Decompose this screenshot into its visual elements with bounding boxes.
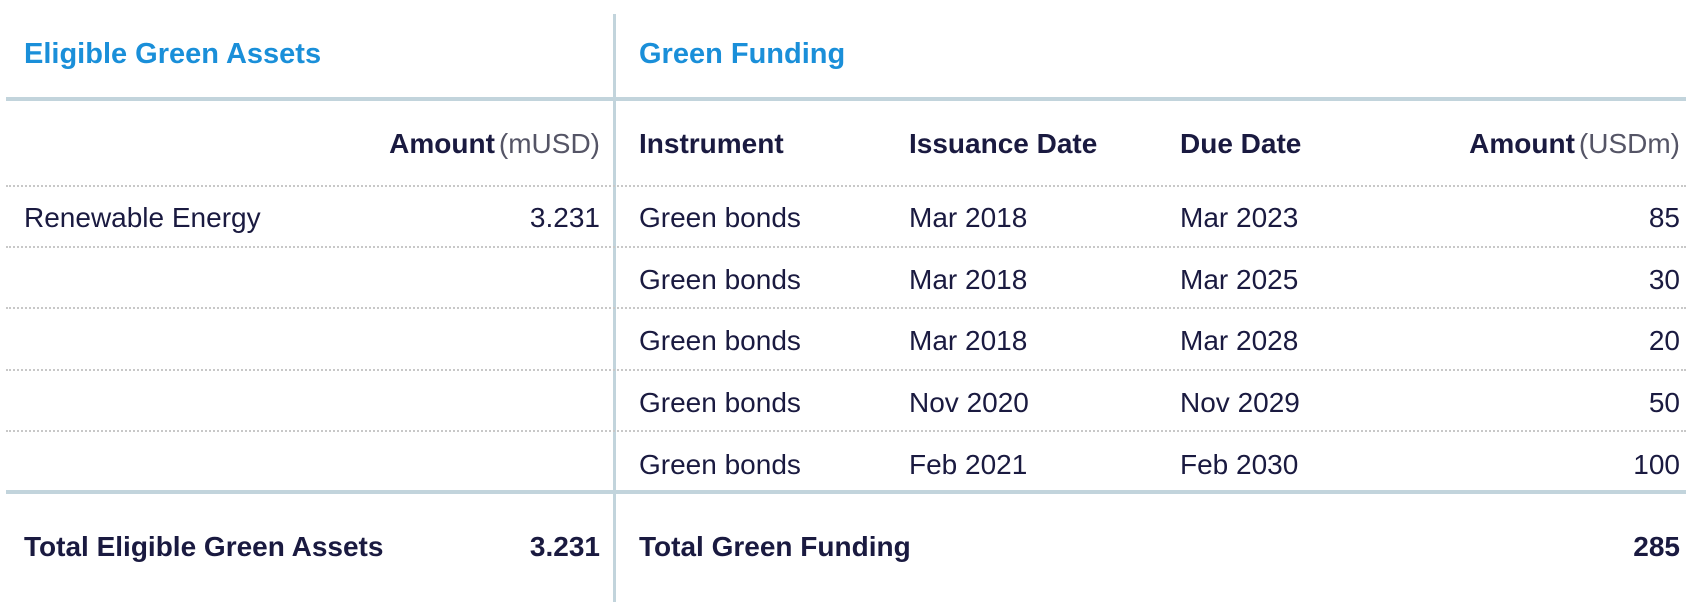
- instrument-header: Instrument: [639, 128, 784, 159]
- row-divider: [6, 430, 1686, 432]
- funding-issuance-date: Feb 2021: [909, 449, 1028, 480]
- row-divider: [6, 185, 1686, 187]
- row-divider: [6, 369, 1686, 371]
- funding-amount: 30: [1648, 264, 1680, 295]
- funding-issuance-date: Mar 2018: [909, 264, 1028, 295]
- asset-amount: 3.231: [529, 202, 600, 233]
- funding-amount: 85: [1648, 202, 1680, 233]
- funding-instrument: Green bonds: [639, 202, 801, 233]
- funding-amount: 100: [1633, 449, 1680, 480]
- funding-due-date: Mar 2028: [1180, 325, 1299, 356]
- issuance-date-header: Issuance Date: [909, 128, 1098, 159]
- due-date-header: Due Date: [1180, 128, 1302, 159]
- funding-due-date: Nov 2029: [1180, 387, 1300, 418]
- total-rule: [6, 490, 1686, 494]
- funding-due-date: Feb 2030: [1180, 449, 1299, 480]
- row-divider: [6, 307, 1686, 309]
- total-eligible-assets-label: Total Eligible Green Assets: [24, 531, 384, 562]
- left-amount-unit: (mUSD): [498, 128, 600, 159]
- right-amount-unit: (USDm): [1578, 128, 1680, 159]
- left-amount-label: Amount: [389, 128, 495, 159]
- total-green-funding-amount: 285: [1633, 531, 1680, 562]
- funding-issuance-date: Mar 2018: [909, 202, 1028, 233]
- right-amount-header: Amount (USDm): [1380, 127, 1680, 161]
- funding-instrument: Green bonds: [639, 325, 801, 356]
- header-rule: [6, 97, 1686, 101]
- funding-instrument: Green bonds: [639, 264, 801, 295]
- funding-due-date: Mar 2023: [1180, 202, 1299, 233]
- left-amount-header: Amount (mUSD): [300, 127, 600, 161]
- green-funding-heading: Green Funding: [639, 38, 846, 70]
- funding-instrument: Green bonds: [639, 387, 801, 418]
- funding-amount: 20: [1648, 325, 1680, 356]
- funding-amount: 50: [1648, 387, 1680, 418]
- total-eligible-assets-amount: 3.231: [529, 531, 600, 562]
- right-amount-label: Amount: [1469, 128, 1575, 159]
- row-divider: [6, 246, 1686, 248]
- eligible-green-assets-heading: Eligible Green Assets: [24, 38, 322, 70]
- funding-issuance-date: Mar 2018: [909, 325, 1028, 356]
- total-green-funding-label: Total Green Funding: [639, 531, 911, 562]
- funding-due-date: Mar 2025: [1180, 264, 1299, 295]
- funding-issuance-date: Nov 2020: [909, 387, 1029, 418]
- asset-category: Renewable Energy: [24, 202, 261, 233]
- funding-instrument: Green bonds: [639, 449, 801, 480]
